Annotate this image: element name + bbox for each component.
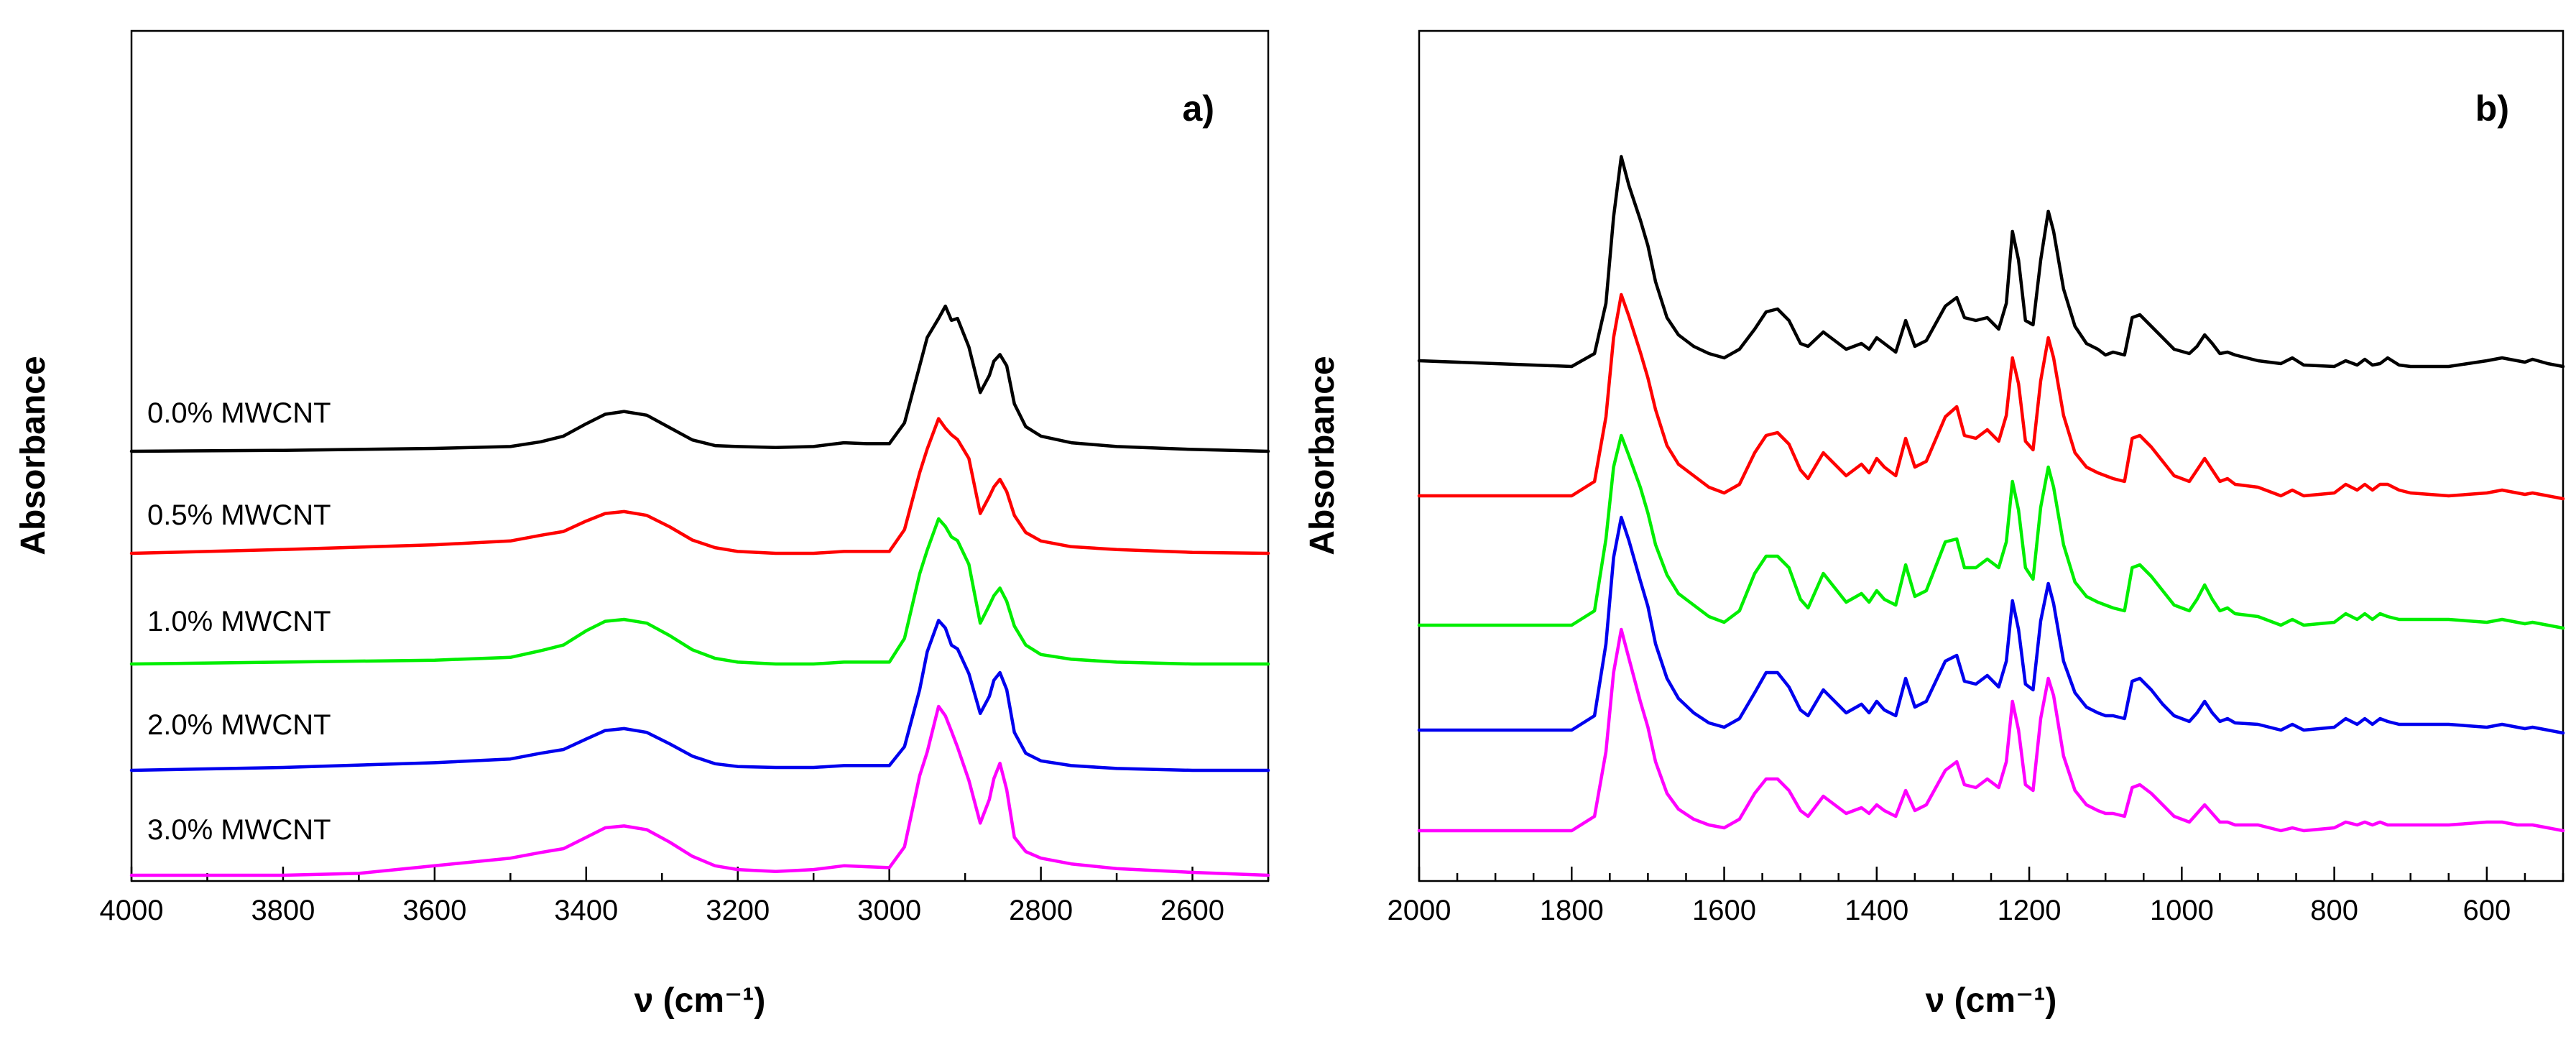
series-label: 2.0% MWCNT [147,709,331,741]
x-tick-label: 1200 [1998,895,2062,926]
x-tick-label: 600 [2462,895,2511,926]
x-tick-label: 1000 [2150,895,2214,926]
series-line-0-5-mwcnt [129,417,1270,555]
series-line-0-0-mwcnt [1417,154,2565,369]
series-label: 3.0% MWCNT [147,814,331,846]
panel-b-tag: b) [2475,88,2509,129]
series-line-3-0-mwcnt [1417,627,2565,833]
series-line-1-0-mwcnt [129,517,1270,666]
panel-a-x-axis-title: ν (cm⁻¹) [634,982,766,1020]
x-tick-label: 2800 [1009,895,1073,926]
series-line-1-0-mwcnt [1417,433,2565,630]
x-tick-label: 3800 [251,895,315,926]
series-line-2-0-mwcnt [1417,515,2565,735]
series-line-0-5-mwcnt [1417,292,2565,501]
series-line-2-0-mwcnt [129,619,1270,772]
panel-a-series-labels: 0.0% MWCNT 0.5% MWCNT 1.0% MWCNT 2.0% MWCNT… [147,397,331,846]
x-tick-label: 2600 [1160,895,1224,926]
x-tick-label: 3400 [554,895,618,926]
panel-b-y-axis-title: Absorbance [1303,356,1342,555]
panel-a-y-axis-title: Absorbance [14,356,52,555]
panel-b-x-ticks [1418,867,2565,881]
panel-b-traces [1417,154,2565,833]
x-tick-label: 3600 [402,895,466,926]
panel-a: 4000 3800 3600 3400 3200 3000 2800 2600 0.0% MW… [14,29,1270,1020]
panel-a-traces [129,304,1270,877]
panel-a-tag: a) [1183,88,1214,129]
x-tick-label: 2000 [1388,895,1451,926]
panel-a-x-tick-labels: 4000 3800 3600 3400 3200 3000 2800 2600 [100,895,1225,926]
panel-a-frame [130,29,1270,882]
series-label: 0.5% MWCNT [147,499,331,531]
x-tick-label: 3000 [857,895,921,926]
panel-a-x-ticks [130,867,1270,881]
panel-b-frame [1418,29,2565,882]
series-line-0-0-mwcnt [129,304,1270,453]
panel-b-x-tick-labels: 2000 1800 1600 1400 1200 1000 800 600 [1388,895,2511,926]
x-tick-label: 1600 [1692,895,1756,926]
series-line-3-0-mwcnt [129,704,1270,877]
series-label: 1.0% MWCNT [147,606,331,637]
series-label: 0.0% MWCNT [147,397,331,429]
x-tick-label: 1400 [1845,895,1908,926]
panel-b: 2000 1800 1600 1400 1200 1000 800 600 b) ν (cm⁻… [1303,29,2565,1020]
x-tick-label: 1800 [1540,895,1604,926]
x-tick-label: 3200 [706,895,770,926]
x-tick-label: 4000 [100,895,164,926]
panel-b-x-axis-title: ν (cm⁻¹) [1926,982,2057,1020]
x-tick-label: 800 [2310,895,2358,926]
